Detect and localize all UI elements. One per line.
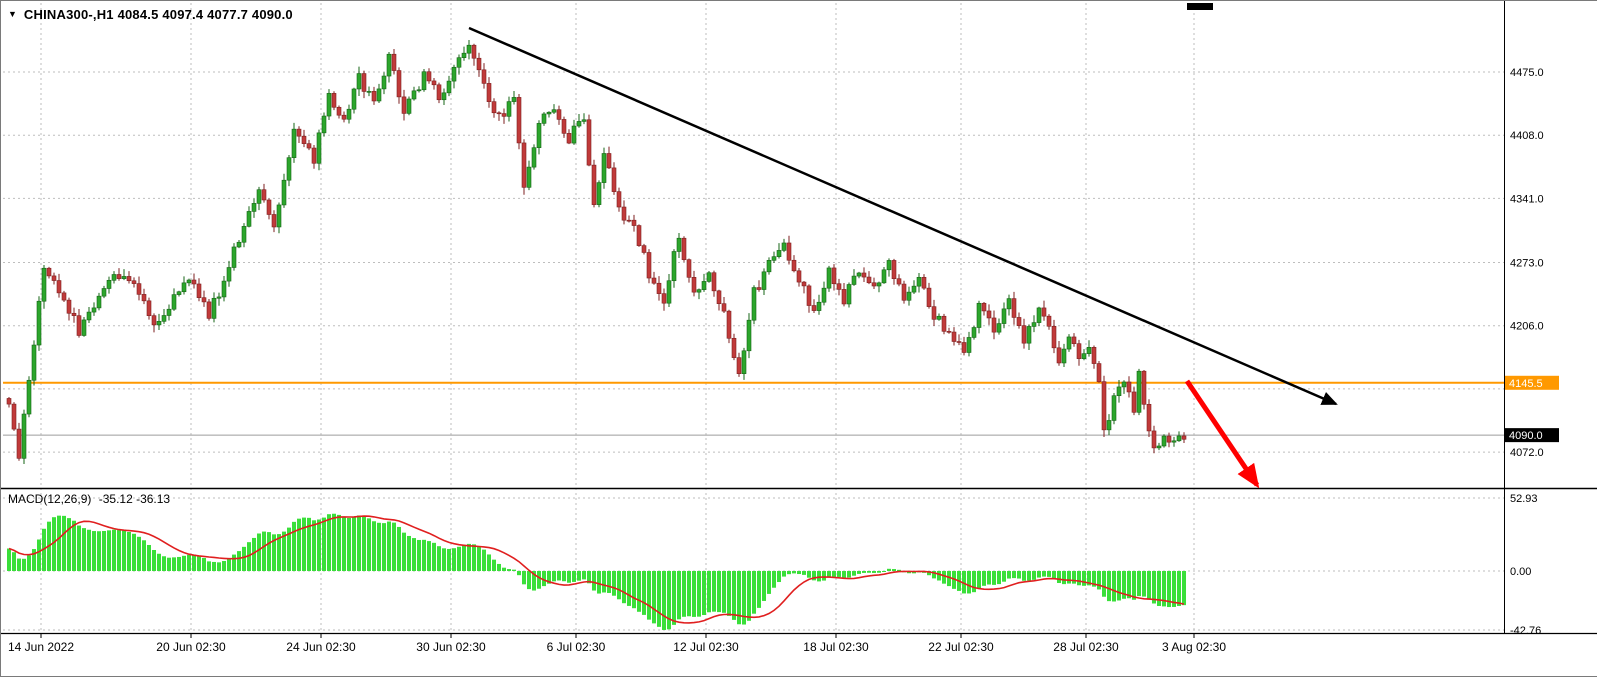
svg-text:4341.0: 4341.0: [1510, 193, 1544, 205]
svg-text:22 Jul 02:30: 22 Jul 02:30: [928, 640, 994, 654]
trendline[interactable]: [468, 26, 1338, 406]
svg-text:4206.0: 4206.0: [1510, 321, 1544, 333]
macd-indicator: [7, 513, 1186, 630]
chart-shift-marker[interactable]: [1187, 3, 1213, 10]
axis-labels: 4475.0 4408.0 4341.0 4273.0 4206.0 4072.0 4145…: [8, 67, 1559, 654]
macd-label: MACD(12,26,9): [8, 492, 92, 506]
svg-text:18 Jul 02:30: 18 Jul 02:30: [803, 640, 869, 654]
svg-text:6 Jul 02:30: 6 Jul 02:30: [547, 640, 606, 654]
ohlc-values: 4084.5 4097.4 4077.7 4090.0: [117, 7, 293, 22]
svg-text:4408.0: 4408.0: [1510, 130, 1544, 142]
svg-text:24 Jun 02:30: 24 Jun 02:30: [286, 640, 356, 654]
svg-text:3 Aug 02:30: 3 Aug 02:30: [1162, 640, 1226, 654]
hline-price-tag[interactable]: [1505, 375, 1559, 390]
symbol-period-label: CHINA300-,H1: [23, 7, 114, 22]
svg-text:0.00: 0.00: [1510, 566, 1531, 578]
svg-text:20 Jun 02:30: 20 Jun 02:30: [156, 640, 226, 654]
svg-text:4475.0: 4475.0: [1510, 67, 1544, 79]
chart-title: ▼ CHINA300-,H1 4084.5 4097.4 4077.7 4090…: [8, 7, 293, 22]
svg-text:4072.0: 4072.0: [1510, 447, 1544, 459]
current-price-tag[interactable]: [1505, 428, 1559, 443]
svg-text:52.93: 52.93: [1510, 493, 1538, 505]
svg-text:-42.76: -42.76: [1510, 625, 1541, 637]
svg-text:30 Jun 02:30: 30 Jun 02:30: [416, 640, 486, 654]
drawing-objects[interactable]: [468, 26, 1338, 489]
svg-text:14 Jun 2022: 14 Jun 2022: [8, 640, 74, 654]
macd-indicator-label: MACD(12,26,9) -35.12 -36.13: [8, 492, 174, 506]
svg-text:4145.5: 4145.5: [1509, 378, 1543, 390]
horizontal-price-lines[interactable]: [3, 381, 1504, 436]
symbol-dropdown-icon[interactable]: ▼: [8, 9, 18, 19]
svg-text:4090.0: 4090.0: [1509, 430, 1543, 442]
svg-text:12 Jul 02:30: 12 Jul 02:30: [673, 640, 739, 654]
red-arrow[interactable]: [1184, 379, 1260, 489]
panel-frame: [1, 1, 1597, 635]
svg-text:28 Jul 02:30: 28 Jul 02:30: [1053, 640, 1119, 654]
macd-values: -35.12 -36.13: [98, 492, 171, 506]
svg-text:4273.0: 4273.0: [1510, 258, 1544, 270]
candlesticks: [6, 40, 1187, 465]
